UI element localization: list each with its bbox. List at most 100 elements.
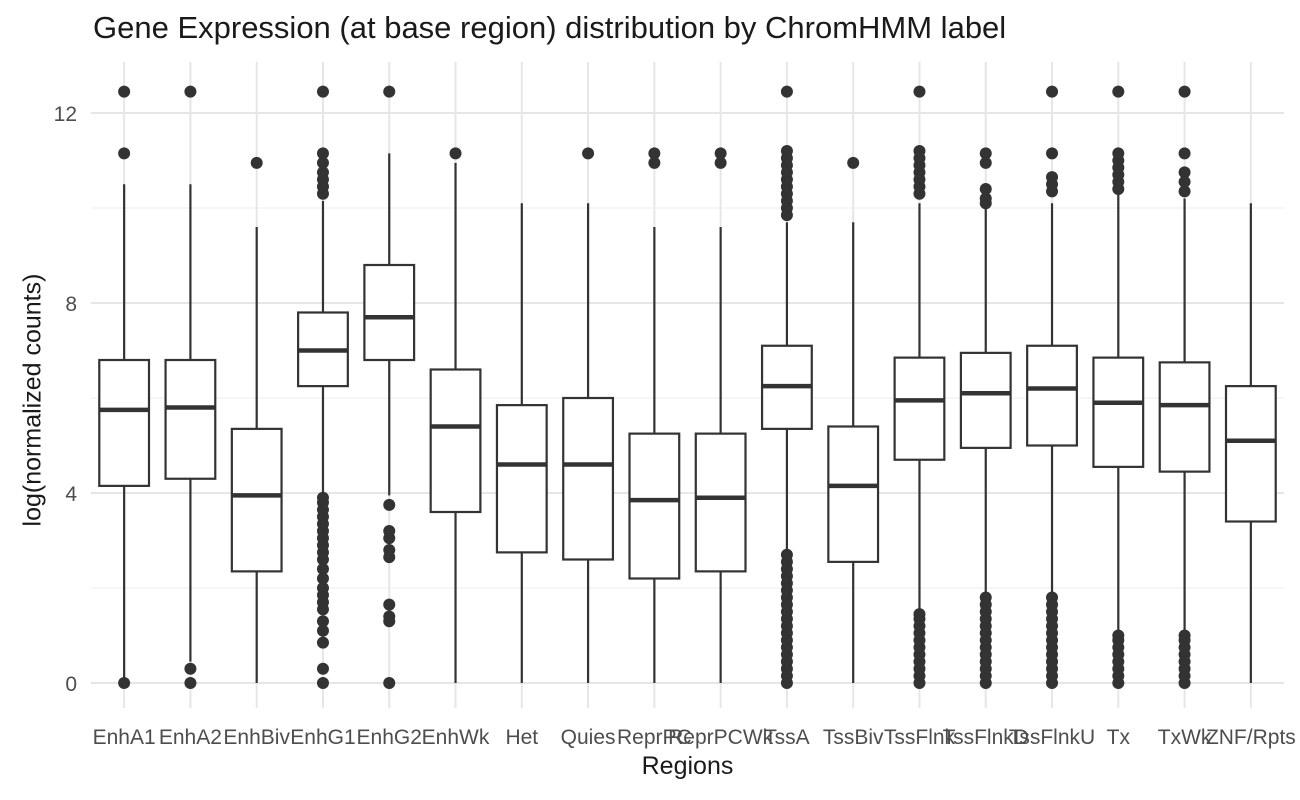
outlier-point: [316, 662, 329, 675]
y-tick-label: 0: [65, 673, 77, 696]
outlier-point: [1046, 591, 1059, 604]
outlier-point: [316, 491, 329, 504]
outlier-point: [913, 85, 926, 98]
outlier-point: [316, 636, 329, 649]
iqr-box: [1224, 385, 1277, 523]
box-tssflnk: [893, 85, 946, 689]
iqr-box: [1158, 361, 1211, 473]
outlier-point: [1046, 171, 1059, 184]
outlier-point: [714, 156, 727, 169]
x-axis-label: Regions: [641, 752, 734, 780]
outlier-point: [1112, 147, 1125, 160]
iqr-box: [363, 263, 416, 362]
outlier-point: [979, 183, 992, 195]
x-tick-label: TxWk: [1158, 726, 1212, 749]
outlier-point: [316, 677, 329, 689]
outlier-point: [118, 147, 131, 160]
box-tssbiv: [827, 156, 880, 683]
outlier-point: [1046, 147, 1059, 160]
outlier-point: [1046, 85, 1059, 98]
iqr-box: [164, 358, 217, 480]
x-tick-label: EnhA2: [159, 726, 222, 749]
outlier-point: [118, 677, 131, 689]
outlier-point: [118, 85, 131, 98]
x-tick-label: EnhBiv: [223, 726, 290, 749]
x-tick-label: EnhG2: [357, 726, 422, 749]
x-tick-label: Tx: [1107, 726, 1131, 749]
outlier-point: [316, 582, 329, 594]
outlier-point: [913, 145, 926, 157]
x-tick-label: TssFlnkD: [943, 726, 1029, 749]
iqr-box: [98, 358, 151, 487]
x-tick-label: Quies: [561, 726, 616, 749]
x-tick-label: ReprPCWk: [668, 726, 774, 749]
x-tick-label: ZNF/Rpts: [1206, 726, 1296, 749]
y-tick-label: 12: [54, 103, 77, 126]
outlier-point: [383, 677, 396, 689]
outlier-point: [316, 572, 329, 585]
outlier-point: [648, 147, 661, 160]
outlier-point: [316, 615, 329, 628]
outlier-point: [383, 598, 396, 611]
outlier-point: [1178, 629, 1191, 642]
box-tx: [1092, 85, 1145, 689]
box-quies: [562, 147, 615, 683]
outlier-point: [383, 525, 396, 537]
outlier-point: [780, 85, 793, 98]
outlier-point: [316, 624, 329, 637]
outlier-point: [250, 156, 263, 169]
x-tick-label: Het: [505, 726, 538, 749]
box-enha2: [164, 85, 217, 689]
box-enha1: [98, 85, 151, 689]
x-tick-label: ReprPC: [617, 726, 692, 749]
x-tick-label: TssBiv: [823, 726, 884, 749]
outlier-point: [316, 147, 329, 160]
iqr-box: [893, 356, 946, 461]
outlier-point: [184, 85, 197, 98]
iqr-box: [628, 432, 681, 580]
outlier-point: [714, 147, 727, 160]
outlier-point: [383, 498, 396, 511]
y-tick-label: 8: [65, 293, 77, 316]
outlier-point: [316, 85, 329, 98]
iqr-box: [230, 427, 283, 573]
outlier-point: [979, 156, 992, 169]
outlier-point: [449, 147, 462, 160]
outlier-point: [383, 610, 396, 623]
box-enhwk: [429, 147, 482, 683]
x-tick-label: TssFlnk: [884, 726, 956, 749]
outlier-point: [979, 591, 992, 604]
x-tick-label: TssA: [764, 726, 810, 749]
box-tssflnkd: [959, 147, 1012, 689]
outlier-point: [648, 156, 661, 169]
outlier-point: [1112, 85, 1125, 98]
chart-title: Gene Expression (at base region) distrib…: [93, 10, 1007, 45]
axis-tick-labels: 0 4 8 12 EnhA1 EnhA2 EnhBiv EnhG1 EnhG2 EnhWk Het Q…: [54, 103, 1296, 749]
outlier-point: [780, 548, 793, 561]
outlier-point: [316, 166, 329, 179]
x-tick-label: EnhG1: [290, 726, 355, 749]
iqr-box: [827, 425, 880, 563]
iqr-box: [1026, 344, 1078, 447]
box-reprpc: [628, 147, 681, 683]
box-enhg1: [297, 85, 349, 689]
iqr-box: [495, 404, 548, 554]
box-enhbiv: [230, 156, 283, 683]
outlier-point: [1178, 147, 1191, 160]
outlier-point: [1112, 629, 1125, 642]
outlier-point: [847, 156, 860, 169]
iqr-box: [694, 432, 747, 573]
outlier-point: [582, 147, 595, 160]
x-tick-label: TssFlnkU: [1009, 726, 1095, 749]
box-enhg2: [363, 85, 416, 689]
outlier-point: [1178, 85, 1191, 98]
outlier-point: [383, 544, 396, 556]
iqr-box: [562, 396, 615, 561]
outlier-point: [913, 608, 926, 621]
boxplot-series: [98, 85, 1277, 689]
x-tick-label: EnhWk: [422, 726, 490, 749]
box-reprpcwk: [694, 147, 747, 683]
box-txwk: [1158, 85, 1211, 689]
box-znf-rpts: [1224, 203, 1277, 683]
